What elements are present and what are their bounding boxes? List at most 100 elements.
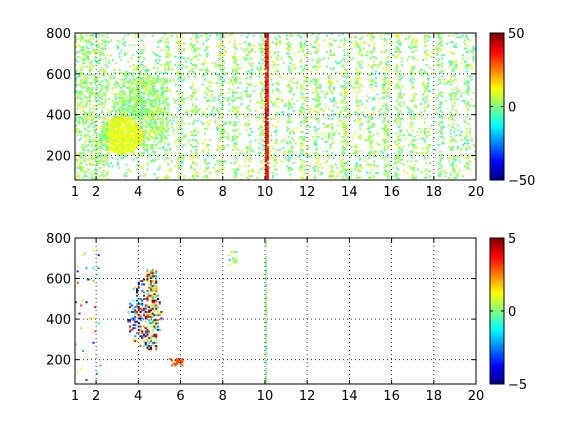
heatmap-cell — [301, 68, 304, 71]
heatmap-cell — [156, 109, 159, 112]
heatmap-cell — [167, 176, 170, 179]
heatmap-cell — [425, 135, 428, 138]
heatmap-cell — [132, 152, 135, 155]
heatmap-cell — [265, 95, 268, 97]
heatmap-cell — [439, 91, 442, 94]
heatmap-cell — [238, 152, 241, 155]
heatmap-cell — [259, 96, 262, 99]
heatmap-cell — [357, 176, 360, 179]
heatmap-cell — [441, 132, 444, 135]
heatmap-cell — [106, 126, 109, 129]
heatmap-cell — [134, 311, 137, 313]
heatmap-cell — [287, 104, 290, 107]
heatmap-cell — [129, 328, 132, 331]
heatmap-cell — [108, 126, 111, 129]
heatmap-cell — [231, 137, 234, 140]
heatmap-cell — [169, 119, 172, 122]
heatmap-cell — [265, 86, 268, 89]
heatmap-cell — [367, 126, 370, 129]
heatmap-cell — [474, 150, 476, 153]
heatmap-cell — [472, 52, 475, 55]
heatmap-cell — [463, 121, 466, 124]
heatmap-cell — [319, 101, 322, 104]
heatmap-cell — [298, 114, 301, 117]
heatmap-cell — [352, 86, 355, 89]
heatmap-cell — [395, 64, 398, 66]
heatmap-cell — [80, 304, 83, 307]
heatmap-cell — [413, 147, 416, 150]
heatmap-cell — [329, 50, 332, 53]
heatmap-cell — [324, 96, 327, 99]
heatmap-cell — [261, 129, 264, 132]
heatmap-cell — [169, 67, 172, 70]
heatmap-cell — [343, 152, 346, 155]
heatmap-cell — [266, 178, 269, 180]
heatmap-cell — [195, 153, 198, 156]
heatmap-cell — [118, 144, 121, 146]
heatmap-cell — [116, 46, 119, 48]
heatmap-cell — [409, 47, 412, 50]
heatmap-cell — [266, 72, 269, 75]
heatmap-cell — [146, 293, 149, 296]
heatmap-cell — [132, 327, 135, 330]
heatmap-cell — [329, 67, 332, 70]
heatmap-cell — [75, 46, 78, 48]
heatmap-cell — [338, 62, 341, 65]
heatmap-cell — [200, 68, 203, 71]
heatmap-cell — [130, 108, 133, 111]
heatmap-cell — [214, 72, 217, 75]
heatmap-cell — [313, 80, 316, 83]
heatmap-cell — [237, 135, 240, 138]
heatmap-cell — [460, 148, 463, 151]
heatmap-cell — [413, 139, 416, 142]
heatmap-cell — [394, 158, 397, 161]
heatmap-cell — [341, 75, 344, 78]
heatmap-cell — [327, 82, 330, 84]
heatmap-cell — [266, 176, 269, 179]
heatmap-cell — [287, 52, 290, 55]
heatmap-cell — [167, 129, 170, 132]
heatmap-cell — [455, 158, 458, 161]
heatmap-cell — [101, 142, 104, 145]
heatmap-cell — [156, 77, 159, 80]
heatmap-cell — [122, 147, 125, 150]
heatmap-cell — [141, 60, 144, 63]
heatmap-cell — [118, 85, 121, 88]
heatmap-cell — [275, 162, 278, 164]
heatmap-cell — [75, 131, 78, 133]
heatmap-cell — [97, 103, 100, 106]
heatmap-cell — [317, 99, 320, 102]
heatmap-cell — [115, 62, 118, 65]
heatmap-cell — [139, 70, 142, 73]
heatmap-cell — [265, 44, 268, 47]
heatmap-cell — [123, 116, 126, 119]
heatmap-cell — [130, 109, 133, 112]
colorbar-swatch — [490, 60, 504, 64]
heatmap-cell — [223, 122, 226, 125]
heatmap-cell — [118, 131, 121, 133]
heatmap-cell — [144, 113, 147, 115]
heatmap-cell — [106, 134, 109, 137]
heatmap-cell — [231, 83, 234, 86]
heatmap-cell — [136, 137, 139, 140]
heatmap-cell — [219, 113, 222, 115]
heatmap-cell — [416, 59, 419, 62]
heatmap-cell — [439, 106, 442, 109]
heatmap-cell — [129, 91, 132, 94]
heatmap-cell — [317, 160, 320, 163]
heatmap-cell — [184, 65, 187, 68]
heatmap-cell — [87, 144, 90, 146]
heatmap-cell — [99, 83, 102, 86]
heatmap-cell — [233, 78, 236, 81]
heatmap-cell — [381, 83, 384, 86]
heatmap-cell — [143, 294, 146, 297]
heatmap-cell — [104, 98, 107, 101]
heatmap-cell — [183, 157, 186, 160]
heatmap-cell — [176, 72, 179, 75]
heatmap-cell — [460, 153, 463, 156]
heatmap-cell — [223, 80, 226, 83]
heatmap-cell — [143, 291, 146, 294]
heatmap-cell — [397, 103, 400, 106]
heatmap-cell — [130, 127, 133, 130]
heatmap-cell — [132, 131, 135, 133]
